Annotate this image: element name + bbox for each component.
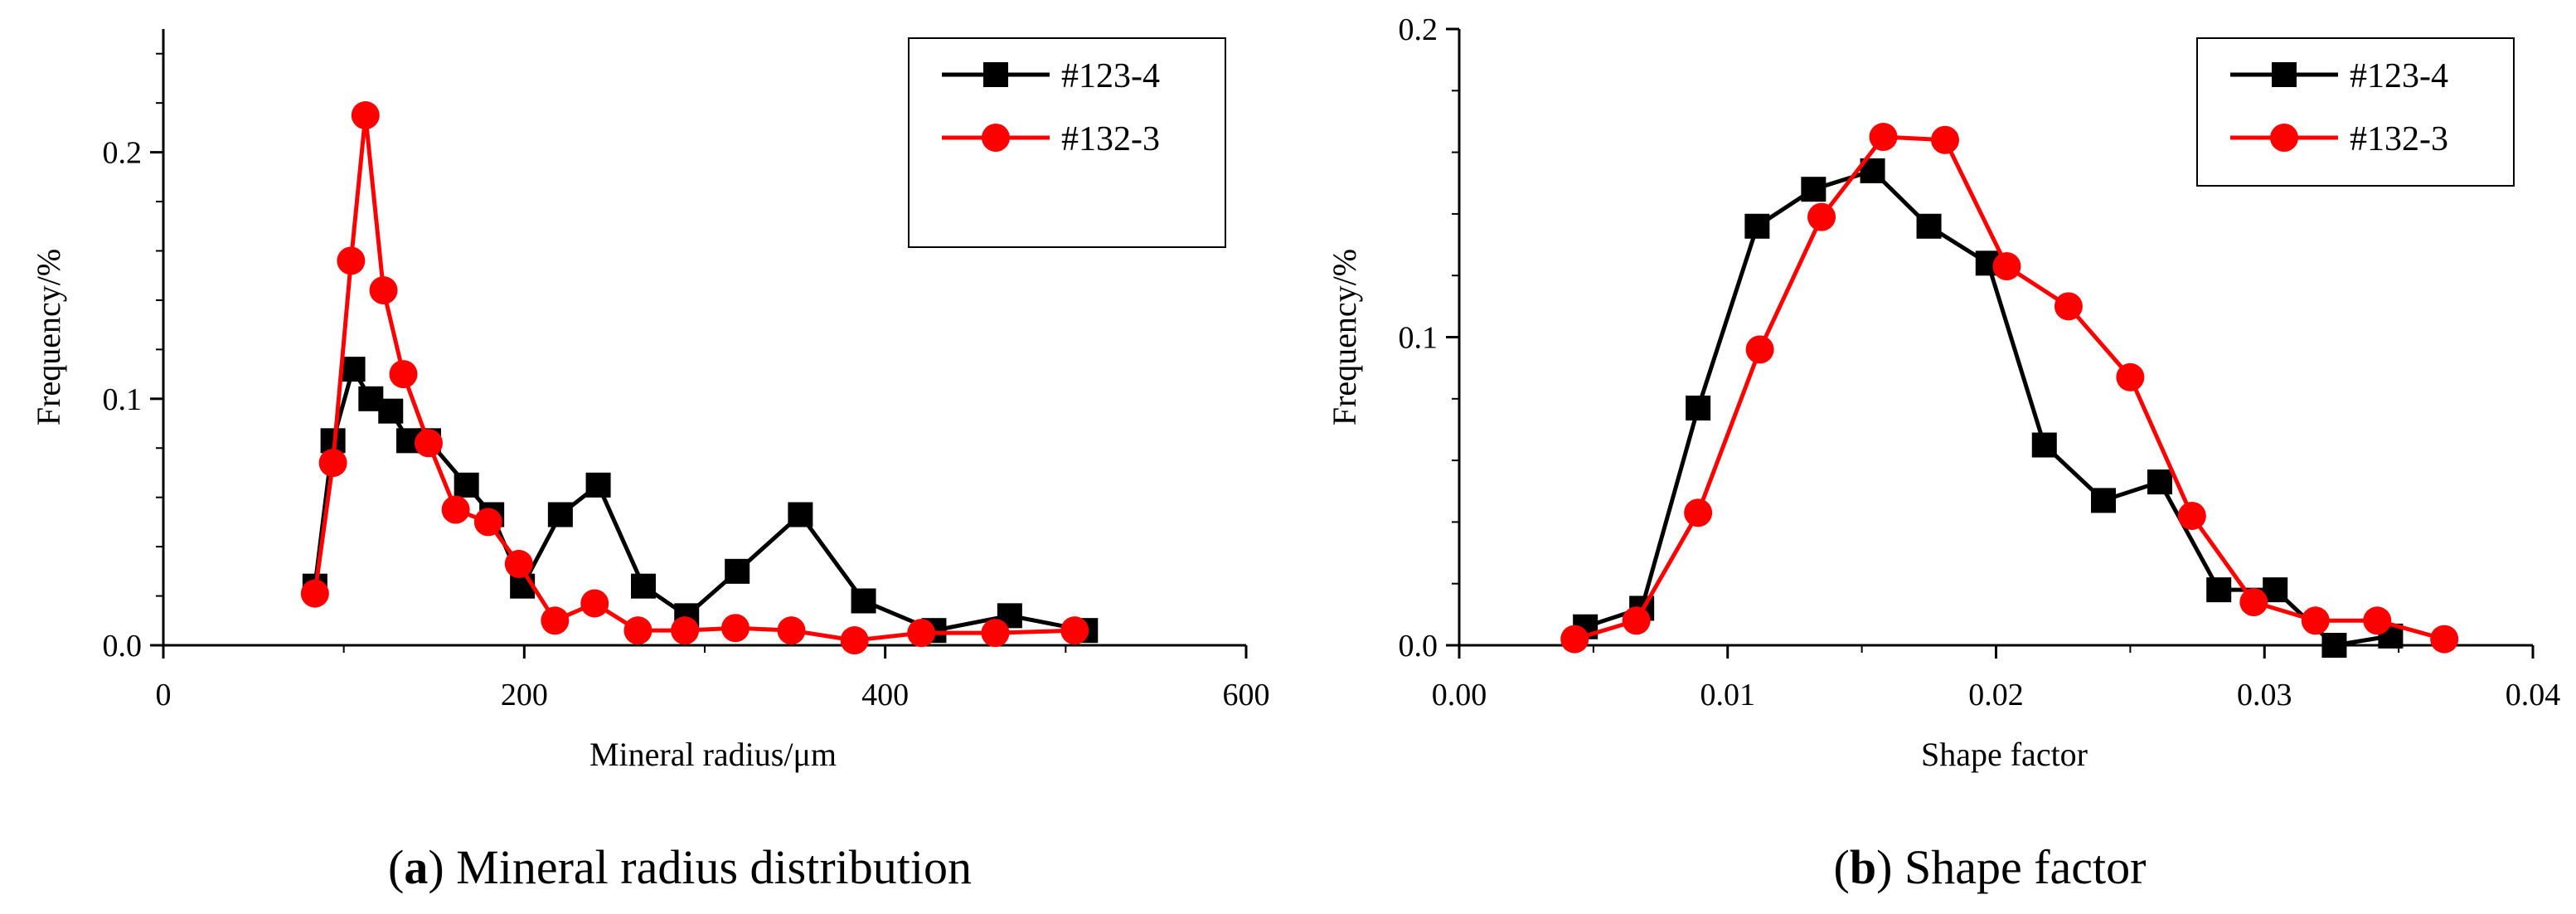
data-point-square bbox=[454, 472, 479, 498]
data-point-circle bbox=[2054, 292, 2083, 321]
y-tick-label: 0.1 bbox=[1399, 321, 1438, 356]
data-point-square bbox=[2031, 432, 2057, 458]
x-tick-label: 0.03 bbox=[2237, 678, 2292, 712]
data-point-circle bbox=[504, 549, 533, 578]
data-point-circle bbox=[777, 616, 806, 645]
data-point-circle bbox=[623, 616, 652, 645]
legend-label-1: #123-4 bbox=[1061, 57, 1160, 95]
data-point-square bbox=[788, 502, 813, 527]
data-point-square bbox=[340, 357, 366, 382]
caption-close: ) bbox=[1876, 840, 1892, 894]
data-point-circle bbox=[541, 606, 570, 635]
y-tick-label: 0.0 bbox=[103, 629, 143, 664]
legend-label-2: #132-3 bbox=[1061, 120, 1160, 158]
data-point-circle bbox=[2239, 587, 2268, 616]
x-tick-label: 0.02 bbox=[1968, 678, 2024, 712]
y-tick-label: 0.2 bbox=[103, 136, 143, 171]
data-point-circle bbox=[671, 616, 700, 645]
y-tick-label: 0.0 bbox=[1399, 629, 1438, 664]
data-point-circle bbox=[1930, 125, 1959, 154]
data-point-circle bbox=[1560, 625, 1589, 654]
data-point-square bbox=[2091, 488, 2116, 513]
data-point-square bbox=[1801, 177, 1826, 202]
caption: (a) Mineral radius distribution bbox=[388, 840, 972, 894]
data-point-circle bbox=[389, 360, 418, 389]
data-point-circle bbox=[1807, 202, 1836, 231]
data-point-circle bbox=[2116, 362, 2145, 391]
legend-marker-circle bbox=[982, 124, 1010, 152]
data-point-circle bbox=[2177, 501, 2206, 530]
legend-box bbox=[2196, 37, 2515, 187]
chart-panel-a: 0 200 400 600 0.0 0.1 0.2 Mineral radius/μm Freq… bbox=[30, 29, 1270, 894]
data-point-circle bbox=[2363, 606, 2392, 635]
data-point-square bbox=[2321, 633, 2347, 658]
legend-label-2: #132-3 bbox=[2350, 120, 2448, 158]
x-tick-label: 0 bbox=[156, 678, 172, 712]
data-point-circle bbox=[337, 246, 366, 275]
legend-marker-circle bbox=[2270, 124, 2298, 152]
data-point-square bbox=[547, 502, 573, 527]
chart-panel-b: 0.00 0.01 0.02 0.03 0.04 0.0 0.1 0.2 Shape facto… bbox=[1326, 12, 2560, 894]
data-point-circle bbox=[2430, 625, 2459, 654]
data-point-circle bbox=[1060, 616, 1089, 645]
caption-open: ( bbox=[1834, 840, 1850, 894]
caption-text: Mineral radius distribution bbox=[444, 840, 972, 894]
data-point-circle bbox=[318, 449, 347, 478]
caption-text: Shape factor bbox=[1892, 840, 2146, 894]
x-tick-label: 0.01 bbox=[1700, 678, 1756, 712]
data-point-square bbox=[2206, 577, 2232, 603]
y-axis-label: Frequency/% bbox=[1326, 249, 1363, 425]
x-axis-label: Shape factor bbox=[1921, 736, 2088, 773]
data-point-square bbox=[1686, 395, 1711, 421]
data-point-circle bbox=[2301, 606, 2330, 635]
data-point-circle bbox=[1745, 335, 1774, 364]
caption-letter: a bbox=[404, 840, 428, 894]
legend-marker-square bbox=[983, 62, 1008, 87]
x-tick-label: 400 bbox=[861, 678, 909, 712]
data-point-circle bbox=[1869, 123, 1898, 152]
data-point-square bbox=[378, 398, 404, 424]
data-point-square bbox=[630, 573, 656, 599]
data-point-circle bbox=[580, 589, 609, 618]
x-tick-label: 200 bbox=[501, 678, 548, 712]
legend-marker-square bbox=[2272, 62, 2297, 87]
data-point-circle bbox=[1622, 606, 1651, 635]
data-point-circle bbox=[300, 579, 329, 608]
data-point-square bbox=[725, 558, 750, 584]
legend: #123-4 #132-3 bbox=[2196, 37, 2515, 187]
x-tick-label: 0.00 bbox=[1432, 678, 1487, 712]
x-tick-label: 0.04 bbox=[2506, 678, 2561, 712]
caption: (b) Shape factor bbox=[1834, 840, 2147, 894]
caption-open: ( bbox=[388, 840, 404, 894]
data-point-circle bbox=[907, 619, 936, 648]
data-point-square bbox=[851, 588, 876, 614]
data-point-circle bbox=[981, 619, 1010, 648]
data-point-square bbox=[1744, 213, 1770, 239]
x-axis-label: Mineral radius/μm bbox=[589, 736, 837, 773]
series-line-1 bbox=[313, 367, 1086, 633]
data-point-circle bbox=[441, 495, 470, 524]
caption-close: ) bbox=[428, 840, 444, 894]
data-point-circle bbox=[351, 101, 380, 130]
data-point-circle bbox=[1992, 252, 2021, 281]
data-point-circle bbox=[840, 626, 869, 655]
y-tick-label: 0.2 bbox=[1399, 12, 1438, 47]
legend: #123-4 #132-3 bbox=[908, 37, 1226, 248]
data-point-circle bbox=[414, 429, 443, 458]
data-point-square bbox=[1916, 213, 1942, 239]
data-point-circle bbox=[1684, 498, 1713, 527]
caption-letter: b bbox=[1850, 840, 1876, 894]
x-tick-label: 600 bbox=[1223, 678, 1270, 712]
data-point-square bbox=[2147, 469, 2172, 495]
y-tick-label: 0.1 bbox=[103, 382, 143, 417]
y-axis-label: Frequency/% bbox=[30, 249, 67, 425]
data-point-square bbox=[585, 472, 611, 498]
data-point-circle bbox=[473, 508, 502, 537]
legend-label-1: #123-4 bbox=[2350, 57, 2448, 95]
data-point-circle bbox=[721, 614, 750, 643]
data-point-circle bbox=[369, 276, 398, 305]
